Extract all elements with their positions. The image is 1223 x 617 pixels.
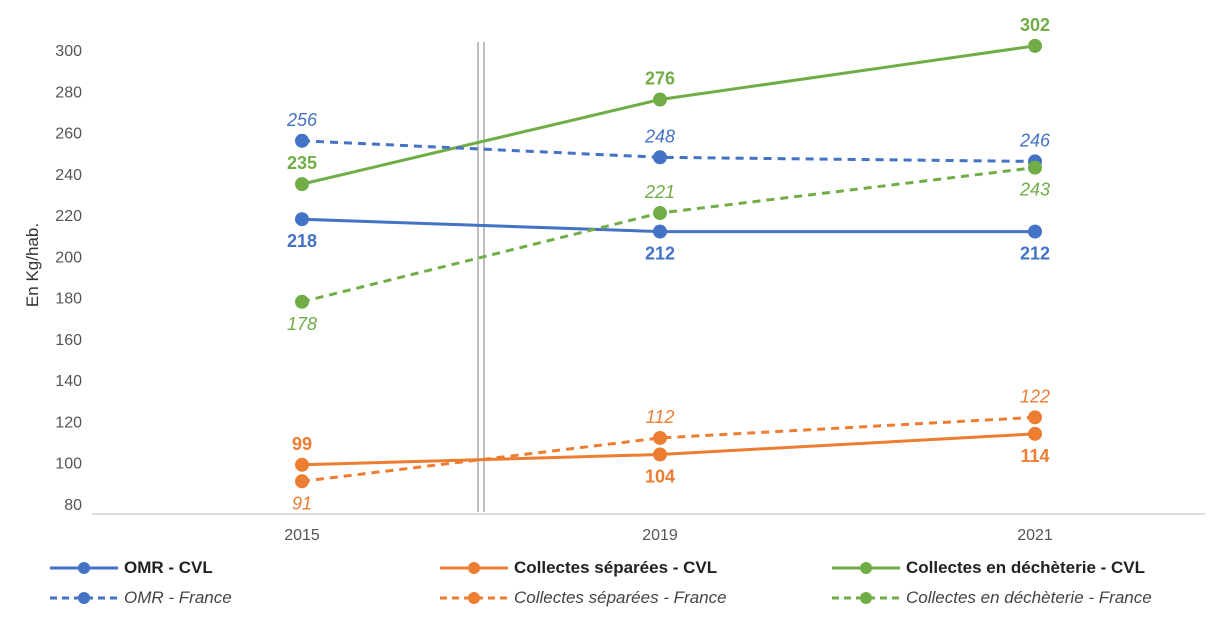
data-point [295,474,309,489]
data-label: 212 [1020,244,1050,264]
data-point [1028,38,1042,53]
legend-marker-collectes-decheterie-cvl [832,562,900,574]
x-tick-label: 2021 [1017,527,1053,544]
data-label: 302 [1020,15,1050,35]
legend-marker-collectes-separees-cvl [440,562,508,574]
legend-item-collectes-separees-cvl: Collectes séparées - CVL [438,556,717,580]
legend-label-collectes-decheterie-france: Collectes en déchèterie - France [906,588,1152,607]
data-point [295,294,309,309]
legend-label-omr-france: OMR - France [124,588,232,607]
data-point [1028,160,1042,175]
x-tick-label: 2015 [284,527,320,544]
y-tick-label: 260 [55,126,82,143]
series-line-omr-cvl [301,217,1035,234]
legend-marker-collectes-decheterie-france [832,592,900,604]
legend-marker-omr-cvl [50,562,118,574]
legend-item-collectes-decheterie-cvl: Collectes en déchèterie - CVL [830,556,1145,580]
data-point [295,457,309,472]
legend-marker-collectes-separees-france [440,592,508,604]
y-tick-label: 200 [55,249,82,266]
data-label: 212 [645,244,675,264]
data-label: 91 [292,493,312,513]
legend-label-collectes-decheterie-cvl: Collectes en déchèterie - CVL [906,558,1146,577]
data-point [653,224,667,239]
legend: OMR - CVL Collectes séparées - CVL Colle… [0,556,1223,612]
data-label: 122 [1020,386,1050,406]
y-tick-label: 160 [55,332,82,349]
y-tick-label: 240 [55,167,82,184]
data-label: 248 [644,126,675,146]
legend-item-omr-cvl: OMR - CVL [48,556,213,580]
y-tick-label: 80 [64,497,82,514]
y-tick-label: 120 [55,414,82,431]
data-point [1028,426,1042,441]
data-point [653,430,667,445]
y-tick-label: 280 [55,84,82,101]
data-point [1028,410,1042,425]
x-tick-label: 2019 [642,527,678,544]
y-tick-label: 220 [55,208,82,225]
data-label: 112 [646,407,675,427]
series-line-omr-france [301,139,1036,163]
data-point [653,447,667,462]
data-point [295,212,309,227]
y-tick-label: 180 [55,291,82,308]
data-label: 221 [644,182,675,202]
data-point [1028,224,1042,239]
data-label: 218 [287,231,317,251]
y-axis-label: En Kg/hab. [23,223,42,307]
y-tick-label: 140 [55,373,82,390]
data-point [653,92,667,107]
data-label: 99 [292,434,312,454]
data-label: 276 [645,69,675,89]
legend-marker-omr-france [50,592,118,604]
data-point [653,150,667,165]
legend-item-collectes-decheterie-france: Collectes en déchèterie - France [830,586,1152,610]
data-label: 246 [1019,130,1051,150]
data-label: 178 [287,314,317,334]
data-point [653,206,667,221]
data-label: 114 [1020,446,1049,466]
data-label: 256 [286,110,318,130]
series-line-collectes-en-decheterie-cvl [301,44,1036,186]
data-label: 243 [1019,180,1050,200]
data-label: 104 [645,466,675,486]
legend-item-omr-france: OMR - France [48,586,232,610]
y-tick-label: 100 [55,456,82,473]
legend-label-collectes-separees-france: Collectes séparées - France [514,588,727,607]
data-label: 235 [287,153,317,173]
legend-item-collectes-separees-france: Collectes séparées - France [438,586,727,610]
data-point [295,133,309,148]
y-tick-label: 300 [55,43,82,60]
legend-label-collectes-separees-cvl: Collectes séparées - CVL [514,558,718,577]
legend-label-omr-cvl: OMR - CVL [124,558,213,577]
data-point [295,177,309,192]
